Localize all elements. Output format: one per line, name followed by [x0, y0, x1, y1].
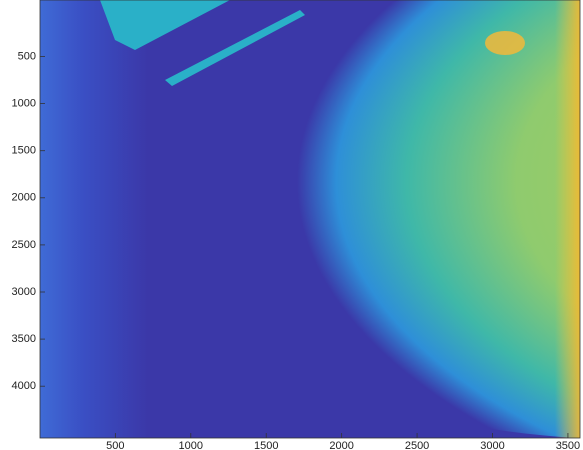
x-tick-label: 3500 — [556, 440, 580, 450]
y-tick-label: 500 — [18, 50, 36, 62]
y-tick-label: 3500 — [12, 333, 36, 345]
x-tick-label: 500 — [106, 440, 124, 450]
y-tick-label: 1500 — [12, 145, 36, 157]
x-tick-label: 2500 — [405, 440, 429, 450]
x-tick-label: 1000 — [179, 440, 203, 450]
tissue-edge — [555, 0, 580, 438]
y-tick-label: 2500 — [12, 239, 36, 251]
page: 500 1000 1500 2000 2500 3000 3500 500 1000 1500 20… — [0, 0, 583, 450]
y-tick-label: 3000 — [12, 286, 36, 298]
chart: 500 1000 1500 2000 2500 3000 3500 500 1000 1500 20… — [0, 0, 583, 450]
y-tick-label: 4000 — [12, 380, 36, 392]
x-tick-label: 3000 — [480, 440, 504, 450]
y-tick-label: 1000 — [12, 98, 36, 110]
x-tick-label: 1500 — [254, 440, 278, 450]
y-tick-label: 2000 — [12, 192, 36, 204]
x-tick-label: 2000 — [329, 440, 353, 450]
image — [40, 0, 583, 440]
bright-spot — [485, 31, 525, 55]
